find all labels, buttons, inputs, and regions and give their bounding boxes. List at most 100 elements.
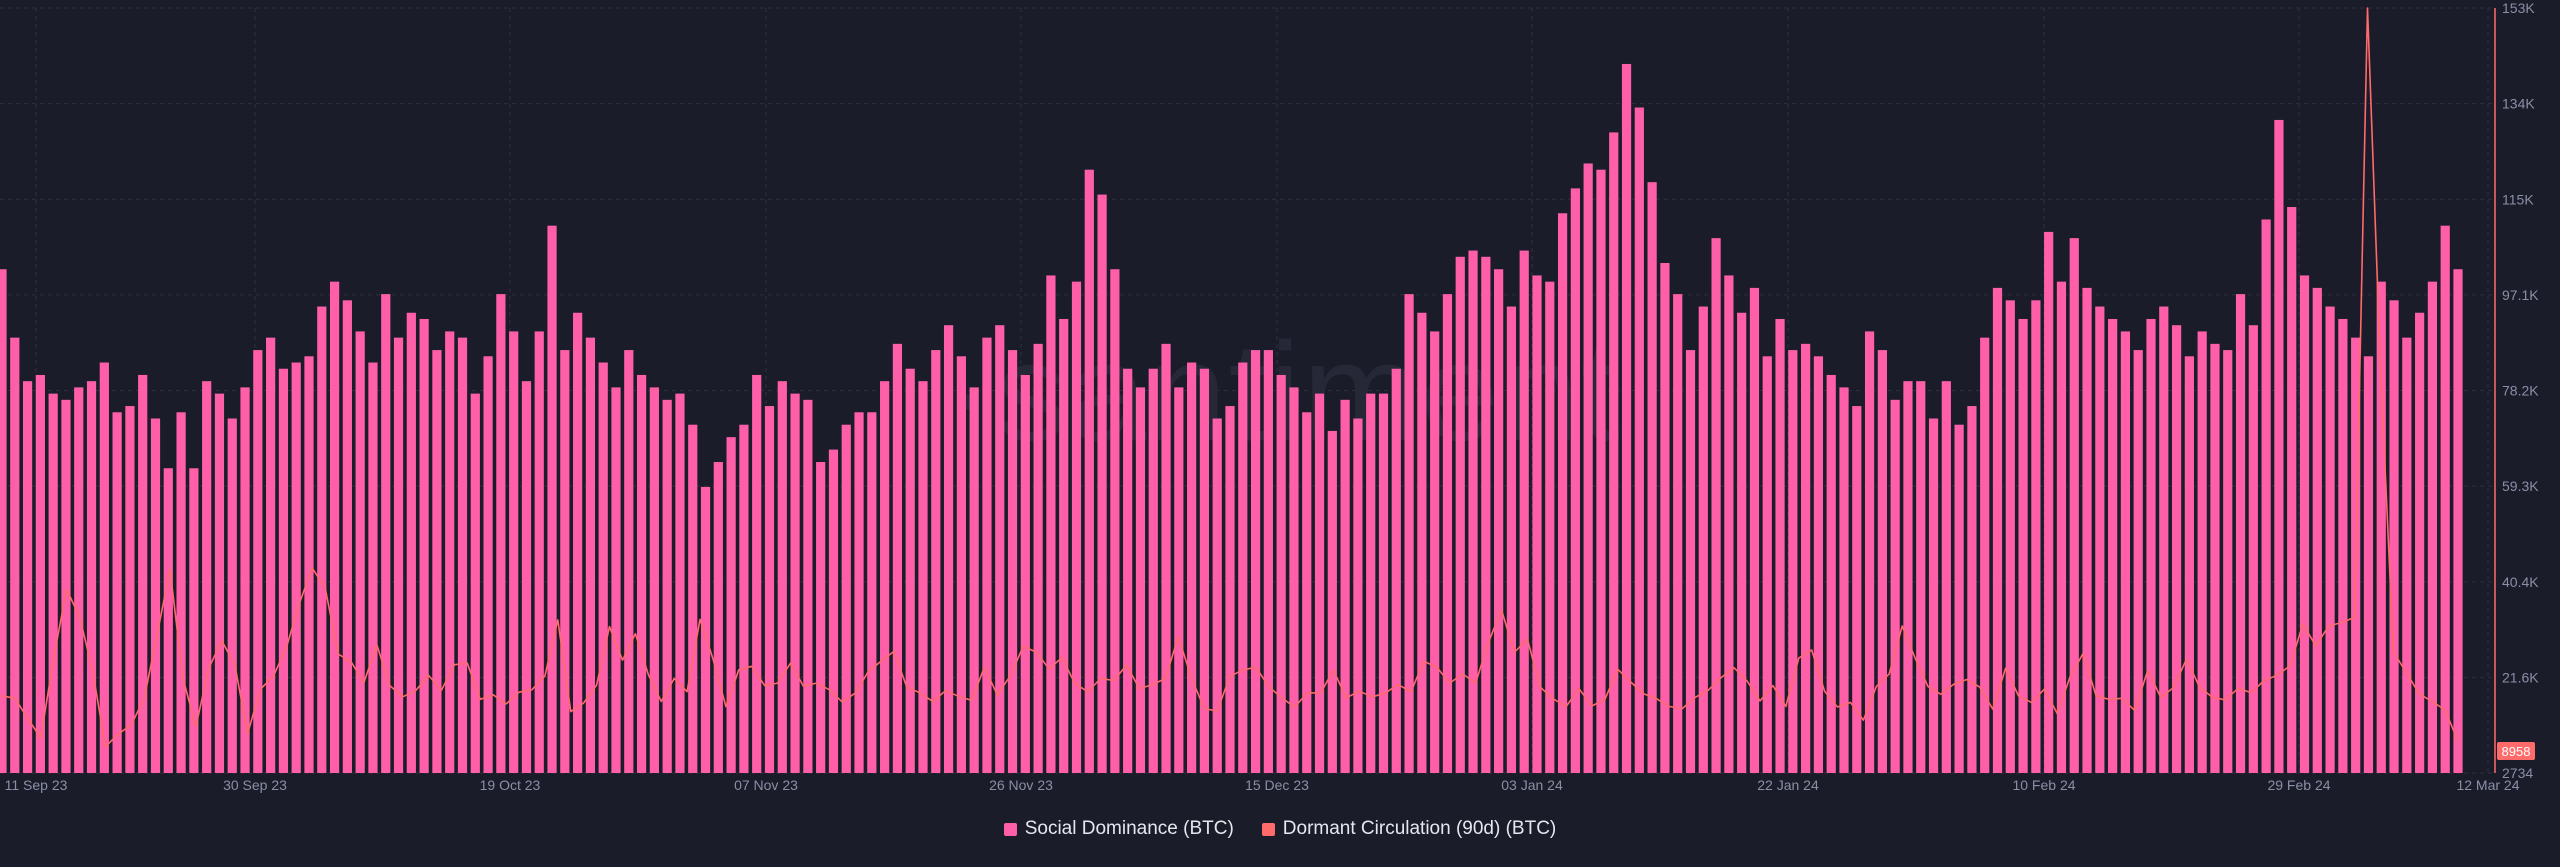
bar[interactable] [1557, 213, 1568, 773]
bar[interactable] [2415, 312, 2425, 773]
bar[interactable] [2210, 343, 2220, 773]
bar[interactable] [2171, 325, 2182, 773]
bar[interactable] [2427, 281, 2438, 773]
bar[interactable] [2338, 318, 2348, 773]
bar[interactable] [1417, 312, 1427, 773]
bar[interactable] [816, 462, 826, 773]
bar[interactable] [752, 374, 762, 773]
bar[interactable] [726, 437, 736, 773]
bar[interactable] [1161, 343, 1171, 773]
bar[interactable] [547, 225, 557, 773]
bar[interactable] [1839, 387, 1849, 773]
bar[interactable] [1864, 331, 1875, 773]
bar[interactable] [2108, 318, 2118, 773]
bar[interactable] [905, 368, 915, 773]
bar[interactable] [1199, 368, 1210, 773]
bar[interactable] [10, 337, 20, 773]
bar[interactable] [1276, 374, 1286, 773]
bar[interactable] [1187, 362, 1197, 773]
bar[interactable] [2018, 318, 2028, 773]
bar[interactable] [2146, 318, 2156, 773]
bar[interactable] [1711, 238, 1721, 773]
bar[interactable] [2363, 356, 2374, 773]
bar[interactable] [1801, 343, 1811, 773]
bar[interactable] [1020, 374, 1030, 773]
bar[interactable] [150, 418, 161, 773]
bar[interactable] [125, 406, 135, 773]
bar[interactable] [1852, 406, 1862, 773]
bar[interactable] [35, 374, 45, 773]
bar[interactable] [1225, 406, 1235, 773]
bar[interactable] [1916, 381, 1926, 773]
bar[interactable] [790, 393, 800, 773]
bar[interactable] [1506, 306, 1517, 773]
bar[interactable] [163, 468, 173, 773]
bar[interactable] [1238, 362, 1248, 773]
bar[interactable] [2069, 238, 2079, 773]
bar[interactable] [1647, 182, 1657, 773]
bar[interactable] [1673, 294, 1683, 773]
bar[interactable] [1046, 275, 1056, 773]
bar[interactable] [266, 337, 276, 773]
bar[interactable] [189, 468, 199, 773]
bar[interactable] [419, 318, 429, 773]
bar[interactable] [2376, 281, 2386, 773]
bar[interactable] [432, 350, 442, 773]
bar[interactable] [1698, 306, 1708, 773]
bar[interactable] [585, 337, 596, 773]
bar[interactable] [342, 300, 352, 773]
bar[interactable] [1059, 318, 1069, 773]
bar[interactable] [253, 350, 263, 773]
bar[interactable] [560, 350, 570, 773]
bar[interactable] [86, 381, 97, 773]
bar[interactable] [457, 337, 468, 773]
bar[interactable] [2095, 306, 2105, 773]
bar[interactable] [393, 337, 404, 773]
bar[interactable] [470, 393, 480, 773]
bar[interactable] [291, 362, 301, 773]
bar[interactable] [202, 381, 212, 773]
bar[interactable] [2261, 219, 2271, 774]
bar[interactable] [2159, 306, 2169, 773]
bar[interactable] [1289, 387, 1299, 773]
bar[interactable] [355, 331, 365, 773]
bar[interactable] [1890, 399, 1900, 773]
bar[interactable] [956, 356, 966, 773]
bar[interactable] [636, 374, 647, 773]
bar[interactable] [138, 374, 148, 773]
bar[interactable] [982, 337, 992, 773]
bar[interactable] [1737, 312, 1747, 773]
bar[interactable] [2402, 337, 2412, 773]
bar[interactable] [1634, 107, 1644, 773]
bar[interactable] [240, 387, 250, 773]
bar[interactable] [777, 381, 787, 773]
bar[interactable] [1775, 318, 1785, 773]
bar[interactable] [764, 406, 775, 773]
bar[interactable] [1455, 256, 1465, 773]
bar[interactable] [1621, 63, 1632, 774]
bar[interactable] [2197, 331, 2207, 773]
bar[interactable] [1110, 269, 1120, 773]
bar[interactable] [573, 312, 583, 773]
bar[interactable] [1928, 418, 1939, 773]
bar[interactable] [1391, 368, 1401, 773]
bar[interactable] [99, 362, 109, 773]
bar[interactable] [1366, 393, 1376, 773]
bar[interactable] [483, 356, 493, 773]
bar[interactable] [1826, 374, 1836, 773]
bar[interactable] [1481, 256, 1491, 773]
bar[interactable] [2133, 350, 2143, 773]
bar[interactable] [1314, 393, 1325, 773]
bar[interactable] [2082, 287, 2092, 773]
bar[interactable] [739, 424, 749, 773]
bar[interactable] [1545, 281, 1555, 773]
bar[interactable] [1941, 381, 1951, 773]
bar[interactable] [2389, 300, 2399, 773]
bar[interactable] [1174, 387, 1184, 773]
bar[interactable] [48, 393, 58, 773]
bar[interactable] [1468, 250, 1478, 773]
bar[interactable] [1609, 132, 1619, 773]
bar[interactable] [534, 331, 544, 773]
bar[interactable] [1135, 387, 1146, 773]
bar[interactable] [918, 381, 928, 773]
